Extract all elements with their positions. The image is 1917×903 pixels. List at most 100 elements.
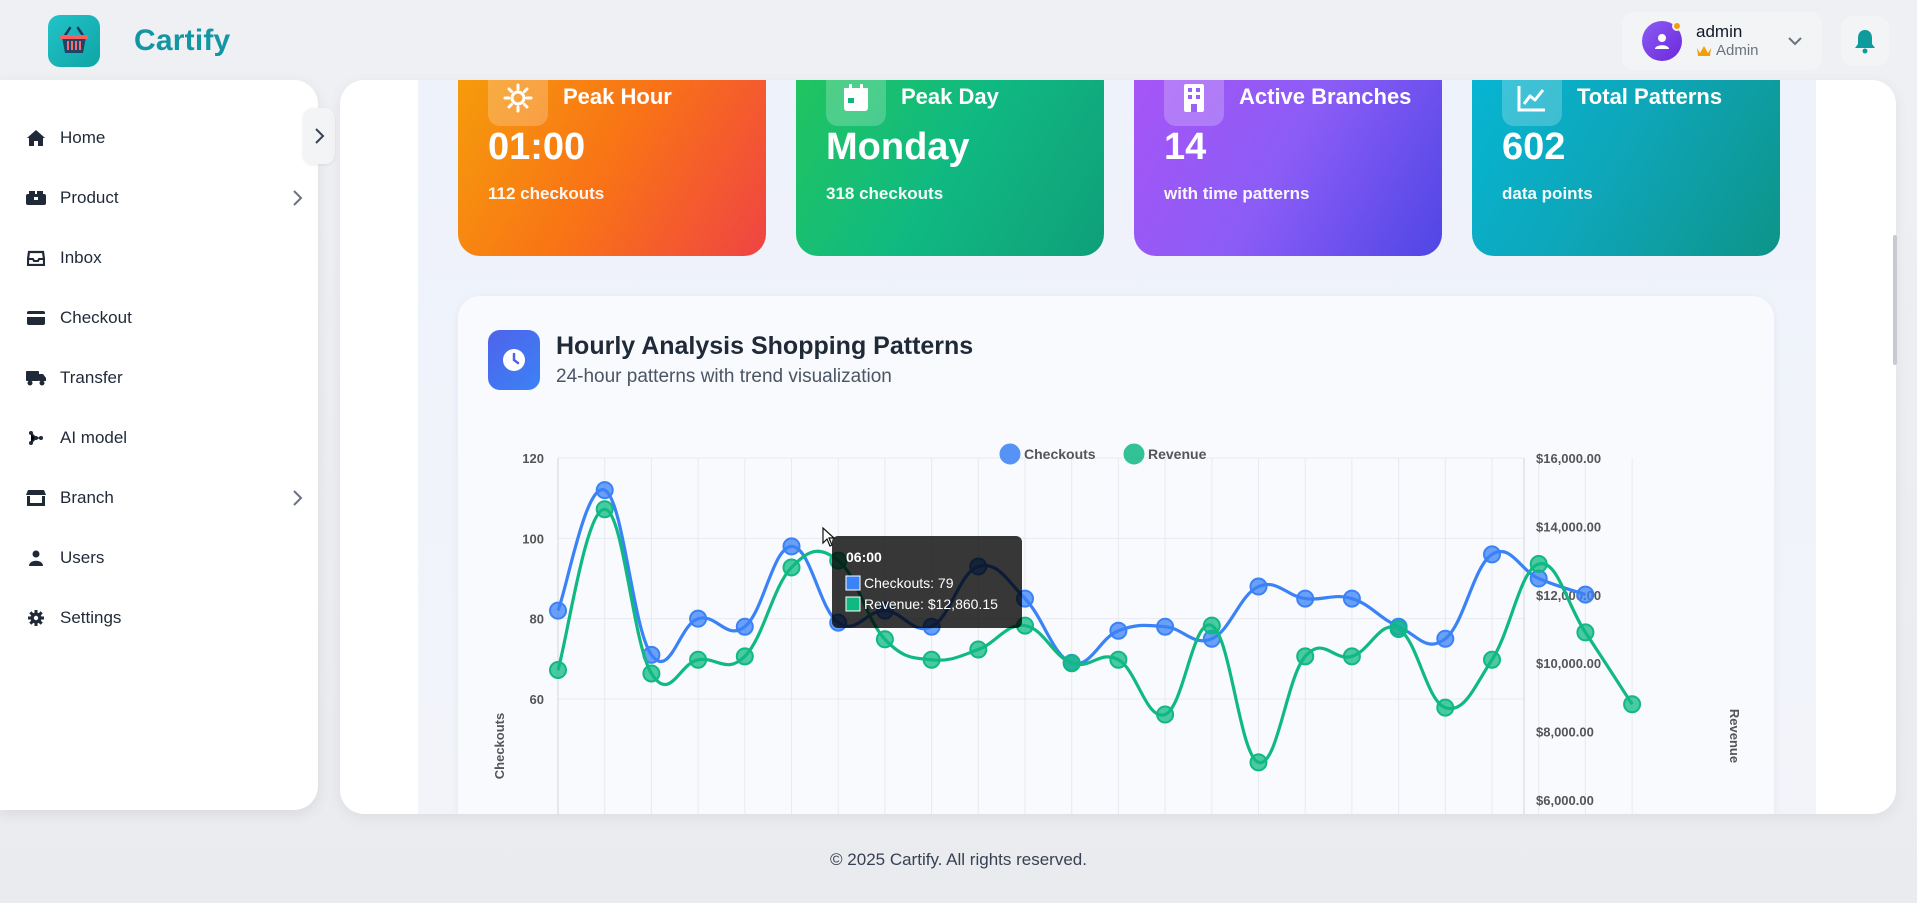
checkouts-data-point xyxy=(1436,629,1455,648)
home-icon xyxy=(24,126,48,150)
stat-card-peak-hour[interactable]: Peak Hour 01:00 112 checkouts xyxy=(458,80,766,256)
revenue-data-point xyxy=(642,664,661,683)
checkouts-data-point xyxy=(782,537,801,556)
revenue-data-point xyxy=(549,661,567,680)
sidebar-item-ai-model[interactable]: AI model xyxy=(24,418,304,458)
y-tick-label-right: $14,000.00 xyxy=(1536,519,1601,534)
sidebar-item-home[interactable]: Home xyxy=(24,118,304,158)
footer-copyright: © 2025 Cartify. All rights reserved. xyxy=(830,850,1087,869)
user-menu[interactable]: admin Admin xyxy=(1622,12,1822,70)
user-icon xyxy=(24,546,48,570)
status-dot xyxy=(1672,21,1682,31)
legend-swatch xyxy=(999,443,1021,465)
chevron-down-icon[interactable] xyxy=(1786,32,1804,50)
revenue-series-line xyxy=(556,507,1634,764)
checkouts-data-point xyxy=(1156,617,1175,636)
tooltip-checkouts: Checkouts: 79 xyxy=(864,575,954,591)
stat-title: Peak Hour xyxy=(563,84,672,109)
sidebar-toggle-button[interactable] xyxy=(303,108,335,164)
inbox-icon xyxy=(24,246,48,270)
page-scrollbar[interactable] xyxy=(1893,235,1897,365)
stat-card-total-patterns[interactable]: Total Patterns 602 data points xyxy=(1472,80,1780,256)
sidebar-item-label: Product xyxy=(60,188,119,207)
revenue-data-point xyxy=(1529,555,1548,574)
store-icon xyxy=(24,486,48,510)
checkouts-data-point xyxy=(1576,585,1595,604)
y-tick-label-right: $10,000.00 xyxy=(1536,656,1601,671)
main-content: Peak Hour 01:00 112 checkouts Peak Day M… xyxy=(340,80,1896,814)
clock-icon xyxy=(488,330,540,390)
hourly-chart-card: Hourly Analysis Shopping Patterns 24-hou… xyxy=(458,296,1774,814)
stat-value: 14 xyxy=(1164,126,1207,168)
user-icon xyxy=(1655,34,1669,49)
revenue-data-point xyxy=(782,558,801,577)
sidebar-item-users[interactable]: Users xyxy=(24,538,304,578)
revenue-data-point xyxy=(595,500,614,519)
sidebar-item-checkout[interactable]: Checkout xyxy=(24,298,304,338)
stat-title: Peak Day xyxy=(901,84,999,109)
crown-icon xyxy=(1697,46,1711,57)
revenue-data-point xyxy=(1483,650,1501,669)
credit-card-icon xyxy=(24,306,48,330)
y-axis-title-left: Checkouts xyxy=(492,713,507,779)
revenue-data-point xyxy=(1436,698,1455,717)
revenue-data-point xyxy=(875,630,894,649)
user-role-label: Admin xyxy=(1716,42,1759,60)
revenue-data-point xyxy=(1202,616,1221,635)
revenue-data-point xyxy=(1062,654,1081,673)
building-icon xyxy=(1164,80,1224,126)
sidebar-item-branch[interactable]: Branch xyxy=(24,478,304,518)
y-tick-label-left: 100 xyxy=(522,531,544,546)
line-chart[interactable]: 1201008060$16,000.00$14,000.00$12,000.00… xyxy=(458,296,1774,814)
user-name: admin xyxy=(1696,21,1743,41)
checkouts-data-point xyxy=(735,617,754,636)
revenue-data-point xyxy=(689,650,708,669)
sidebar-item-product[interactable]: Product xyxy=(24,178,304,218)
revenue-data-point xyxy=(1249,753,1268,772)
sun-icon xyxy=(488,80,548,126)
bell-icon xyxy=(1855,30,1875,54)
revenue-data-point xyxy=(735,647,754,666)
revenue-data-point xyxy=(1623,695,1642,714)
y-tick-label-left: 120 xyxy=(522,451,544,466)
stat-subtitle: data points xyxy=(1502,184,1593,203)
avatar xyxy=(1642,21,1682,61)
legend-swatch xyxy=(1123,443,1145,465)
sidebar-item-label: Branch xyxy=(60,488,114,507)
truck-icon xyxy=(24,366,48,390)
chart-subtitle: 24-hour patterns with trend visualizatio… xyxy=(556,366,892,387)
sidebar-item-label: Home xyxy=(60,128,106,147)
revenue-data-point xyxy=(1109,650,1128,669)
stat-card-peak-day[interactable]: Peak Day Monday 318 checkouts xyxy=(796,80,1104,256)
sidebar-item-label: AI model xyxy=(60,428,128,447)
stat-subtitle: 318 checkouts xyxy=(826,184,944,203)
boxes-icon xyxy=(24,186,48,210)
user-role: Admin xyxy=(1696,42,1759,60)
tooltip-swatch-checkouts xyxy=(845,575,861,591)
network-icon xyxy=(24,426,48,450)
revenue-data-point xyxy=(1296,647,1315,666)
chevron-right-icon xyxy=(315,128,325,144)
revenue-data-point xyxy=(969,640,988,659)
checkouts-data-point xyxy=(1249,577,1268,596)
stat-title: Total Patterns xyxy=(1577,84,1723,109)
chart-title: Hourly Analysis Shopping Patterns xyxy=(556,332,974,360)
sidebar-item-transfer[interactable]: Transfer xyxy=(24,358,304,398)
logo[interactable] xyxy=(48,15,100,67)
shopping-basket-icon xyxy=(60,26,88,53)
tooltip-title: 06:00 xyxy=(846,549,882,565)
y-tick-label-right: $6,000.00 xyxy=(1536,793,1594,808)
stat-value: Monday xyxy=(826,126,970,168)
top-header: Cartify admin Admin xyxy=(0,0,1917,82)
revenue-data-point xyxy=(1342,647,1361,666)
stat-card-active-branches[interactable]: Active Branches 14 with time patterns xyxy=(1134,80,1442,256)
revenue-data-point xyxy=(1389,620,1408,638)
mouse-cursor-icon xyxy=(822,527,836,547)
brand-name[interactable]: Cartify xyxy=(134,24,231,57)
sidebar-item-inbox[interactable]: Inbox xyxy=(24,238,304,278)
sidebar: Home Product Inbox Checkout Transfer AI … xyxy=(0,80,318,810)
sidebar-item-settings[interactable]: Settings xyxy=(24,598,304,638)
revenue-data-point xyxy=(922,650,941,669)
notifications-button[interactable] xyxy=(1841,16,1889,66)
sidebar-item-label: Settings xyxy=(60,608,122,627)
